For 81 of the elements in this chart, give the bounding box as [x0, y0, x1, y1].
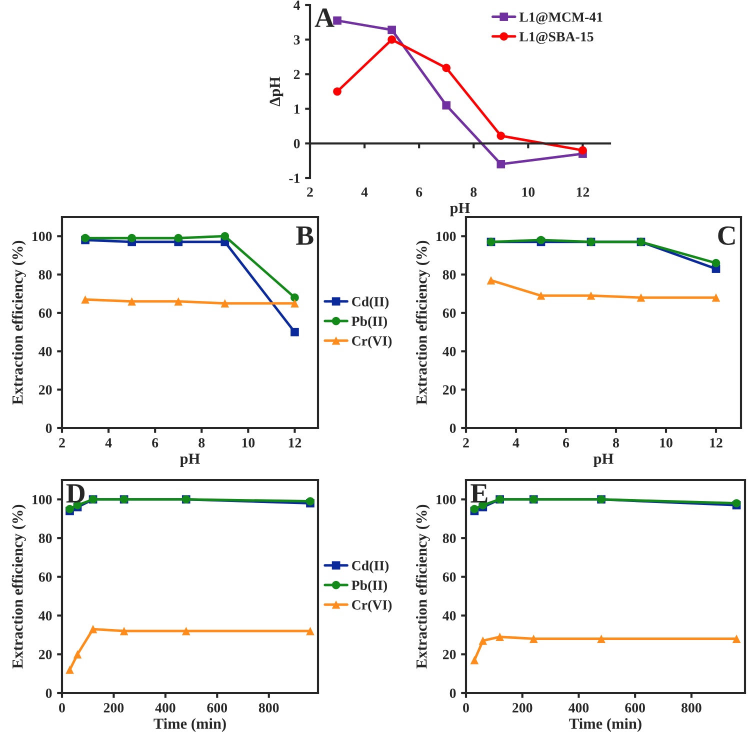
y-tick-label: 80: [442, 270, 456, 280]
y-tick-label: 100: [32, 494, 52, 504]
y-tick-label: 80: [38, 270, 52, 280]
y-tick-label: 0: [450, 424, 456, 433]
x-tick-label: 8: [198, 438, 205, 448]
legend-label: Pb(II): [352, 580, 387, 593]
y-tick-label: 20: [442, 650, 456, 660]
x-tick-label: 6: [152, 438, 158, 448]
y-tick-label: 20: [442, 385, 456, 395]
legend-label: Cr(VI): [352, 600, 392, 612]
y-axis-title: Extraction efficiency (%): [12, 504, 26, 669]
y-axis-title: Extraction efficiency (%): [12, 240, 26, 405]
x-axis-title: Time (min): [569, 718, 642, 732]
x-axis-title: pH: [180, 454, 200, 467]
x-tick-label: 10: [522, 187, 535, 197]
x-tick-label: 0: [463, 703, 469, 712]
y-axis-title: Extraction efficiency (%): [416, 240, 430, 405]
x-tick-label: 0: [59, 703, 65, 712]
y-axis-title: Extraction efficiency (%): [416, 504, 430, 669]
x-tick-label: 8: [612, 438, 620, 448]
y-tick-label: 80: [38, 534, 52, 544]
x-tick-label: 800: [682, 703, 702, 712]
x-tick-label: 10: [660, 438, 672, 448]
y-tick-label: 1: [294, 104, 300, 114]
x-tick-label: 200: [512, 703, 532, 712]
y-tick-label: 100: [32, 232, 52, 242]
x-tick-label: 600: [207, 703, 228, 712]
x-tick-label: 400: [155, 703, 176, 712]
x-axis-title: pH: [450, 203, 470, 216]
y-tick-label: 80: [442, 534, 456, 544]
x-tick-label: 400: [568, 703, 589, 712]
x-tick-label: 600: [625, 703, 645, 712]
annotation: E: [470, 484, 488, 502]
annotation: A: [314, 8, 334, 27]
x-tick-label: 6: [416, 187, 422, 197]
x-tick-label: 6: [563, 438, 570, 448]
x-tick-label: 12: [710, 438, 722, 448]
y-tick-label: -1: [289, 174, 300, 183]
y-tick-label: 40: [442, 346, 456, 356]
x-axis-title: Time (min): [154, 718, 226, 732]
y-tick-label: 20: [38, 385, 52, 395]
annotation: C: [718, 226, 735, 245]
y-tick-label: 40: [442, 611, 456, 620]
y-tick-label: 4: [294, 0, 300, 10]
x-tick-label: 4: [361, 188, 368, 197]
y-tick-label: 0: [46, 688, 52, 698]
x-tick-label: 12: [576, 187, 590, 197]
x-tick-label: 2: [59, 438, 65, 448]
y-tick-label: 60: [38, 308, 52, 318]
x-tick-label: 10: [242, 438, 255, 448]
x-tick-label: 4: [512, 438, 520, 448]
x-tick-label: 800: [258, 703, 279, 712]
x-tick-label: 2: [307, 187, 313, 197]
y-tick-label: 20: [38, 650, 52, 660]
legend-label: Cd(II): [352, 560, 389, 574]
y-tick-label: 0: [450, 688, 456, 698]
legend-label: L1@SBA-15: [519, 32, 594, 44]
y-tick-label: 100: [436, 494, 456, 504]
legend-label: Cd(II): [352, 296, 389, 310]
y-tick-label: 2: [294, 70, 300, 80]
legend-label: L1@MCM-41: [519, 12, 602, 24]
y-tick-label: 0: [294, 138, 300, 148]
annotation: D: [66, 484, 85, 503]
y-tick-label: 40: [38, 611, 52, 620]
y-tick-label: 60: [442, 308, 456, 318]
x-axis-title: pH: [594, 454, 614, 467]
y-tick-label: 100: [436, 232, 456, 242]
x-tick-label: 4: [105, 438, 112, 448]
x-tick-label: 12: [288, 438, 302, 448]
y-tick-label: 3: [294, 35, 300, 45]
y-tick-label: 40: [38, 346, 52, 356]
x-tick-label: 8: [470, 187, 477, 197]
x-tick-label: 2: [463, 438, 469, 448]
legend-label: Cr(VI): [352, 336, 392, 348]
y-tick-label: 60: [442, 572, 456, 582]
x-tick-label: 200: [104, 703, 124, 712]
y-tick-label: 60: [38, 572, 52, 582]
y-tick-label: 0: [46, 424, 52, 433]
annotation: B: [296, 226, 314, 245]
legend-label: Pb(II): [352, 316, 387, 329]
y-axis-title: ΔpH: [270, 76, 284, 106]
